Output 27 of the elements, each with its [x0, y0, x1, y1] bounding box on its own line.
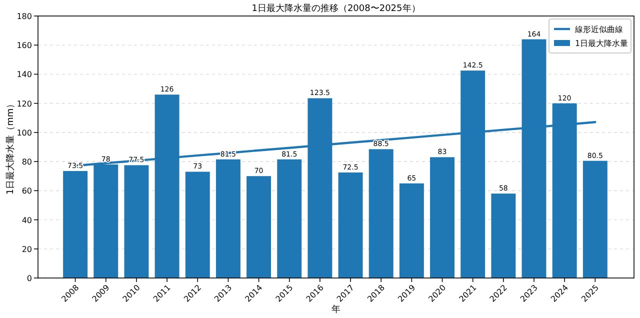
y-tick-label: 180	[16, 12, 32, 21]
bar	[582, 160, 608, 278]
legend-label: 1日最大降水量	[575, 39, 628, 48]
y-tick-label: 40	[22, 216, 32, 225]
bar	[491, 194, 516, 278]
y-tick-label: 60	[22, 186, 32, 196]
y-tick-label: 80	[22, 158, 32, 167]
y-tick-label: 20	[22, 244, 32, 254]
bar	[277, 159, 302, 278]
bar	[338, 172, 363, 278]
bar	[185, 172, 210, 278]
x-axis-title: 年	[332, 304, 340, 315]
y-tick-label: 0	[26, 274, 32, 283]
y-axis-title: 1日最大降水量（mm）	[5, 99, 16, 195]
y-tick-label: 100	[16, 128, 32, 138]
bar	[399, 183, 424, 278]
chart-title: 1日最大降水量の推移（2008〜2025年）	[252, 3, 420, 14]
y-tick-label: 140	[16, 70, 32, 80]
bar	[124, 165, 149, 278]
bar	[430, 157, 454, 278]
bar	[216, 159, 240, 278]
legend-label: 線形近似曲線	[574, 25, 623, 34]
y-tick-label: 120	[16, 99, 32, 108]
y-tick-label: 160	[16, 41, 32, 50]
bar	[63, 171, 88, 278]
bar	[246, 176, 272, 278]
bar	[368, 149, 394, 278]
